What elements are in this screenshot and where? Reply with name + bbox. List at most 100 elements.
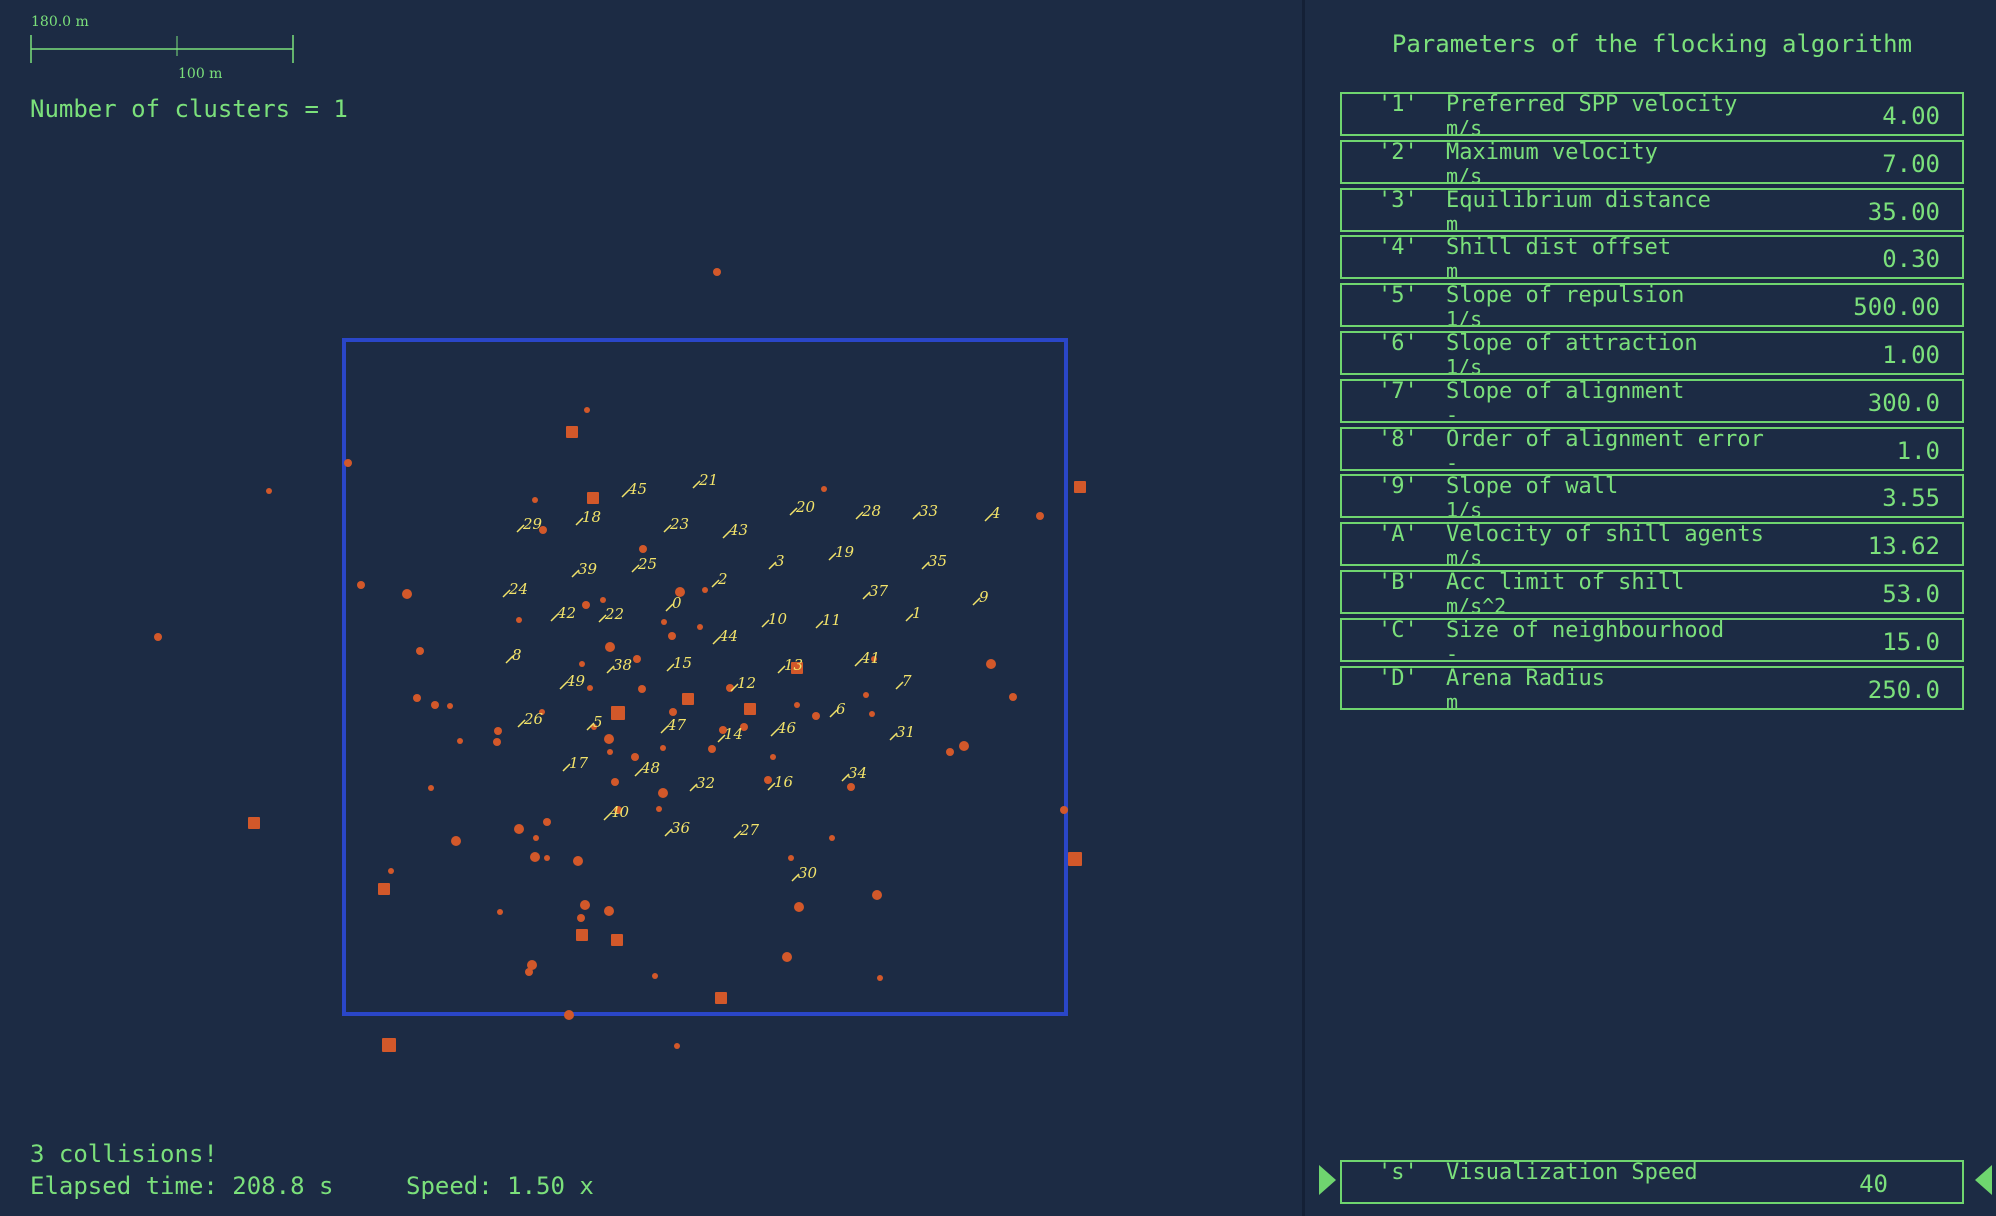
param-name: Size of neighbourhood <box>1446 617 1725 643</box>
flock-agent: 4 <box>984 504 1001 522</box>
param-unit: m/s <box>1446 116 1483 136</box>
param-row[interactable]: '1' Preferred SPP velocity m/s 4.00 <box>1340 92 1964 136</box>
obstacle-dot <box>154 633 162 641</box>
obstacle-dot <box>525 968 533 976</box>
param-key: '5' <box>1378 283 1418 309</box>
param-row[interactable]: '5' Slope of repulsion 1/s 500.00 <box>1340 283 1964 328</box>
flock-agent: 40 <box>603 803 630 821</box>
agent-label: 41 <box>860 649 880 667</box>
flock-agent: 30 <box>791 864 818 882</box>
obstacle-dot <box>604 906 614 916</box>
param-row[interactable]: 'B' Acc limit of shill m/s^2 53.0 <box>1340 570 1964 614</box>
param-name: Visualization Speed <box>1446 1160 1698 1185</box>
speed-decrease-arrow-icon[interactable] <box>1975 1165 1992 1195</box>
param-row[interactable]: 'D' Arena Radius m 250.0 <box>1340 665 1964 710</box>
agent-label: 24 <box>508 580 528 598</box>
visualization-speed-control[interactable]: 's' Visualization Speed 40 <box>1340 1160 1964 1204</box>
param-name: Preferred SPP velocity <box>1446 92 1738 117</box>
agent-label: 12 <box>737 674 756 692</box>
obstacle-dot <box>764 776 772 784</box>
param-key: '6' <box>1378 331 1418 356</box>
param-row[interactable]: 'A' Velocity of shill agents m/s 13.62 <box>1340 522 1964 567</box>
agent-label: 13 <box>784 656 803 674</box>
panel-title: Parameters of the flocking algorithm <box>1391 30 1913 58</box>
param-row[interactable]: '4' Shill dist offset m 0.30 <box>1340 235 1964 280</box>
agent-label: 34 <box>848 764 867 782</box>
param-unit: m/s <box>1446 163 1483 184</box>
param-key: 's' <box>1378 1160 1418 1185</box>
flock-agent: 16 <box>767 773 794 791</box>
obstacle-dot <box>674 1043 680 1049</box>
obstacle-dot <box>539 526 547 534</box>
param-key: 'C' <box>1378 617 1418 643</box>
obstacle-dot <box>514 824 524 834</box>
obstacle-dot <box>788 855 794 861</box>
flock-agent: 15 <box>666 654 692 672</box>
param-name: Acc limit of shill <box>1446 570 1685 595</box>
obstacle-dot <box>605 642 615 652</box>
obstacle-dot <box>715 992 727 1004</box>
agent-label: 45 <box>627 480 647 498</box>
flock-agent: 42 <box>550 604 576 622</box>
flock-agent: 19 <box>828 543 855 561</box>
param-row[interactable]: '9' Slope of wall 1/s 3.55 <box>1340 474 1964 519</box>
scale-bar-mid-label: 100 m <box>178 66 222 82</box>
agent-label: 10 <box>768 610 788 628</box>
param-unit: 1/s <box>1446 498 1483 519</box>
obstacle-dot <box>497 909 503 915</box>
flock-agent: 23 <box>663 515 689 533</box>
param-row[interactable]: '2' Maximum velocity m/s 7.00 <box>1340 139 1964 184</box>
param-row[interactable]: 'C' Size of neighbourhood - 15.0 <box>1340 617 1964 662</box>
obstacle-dot <box>611 706 625 720</box>
agent-label: 8 <box>512 646 522 664</box>
flock-agent: 45 <box>621 480 647 498</box>
param-key: '8' <box>1378 426 1418 452</box>
param-unit: - <box>1446 450 1459 471</box>
flock-agent: 6 <box>829 700 846 718</box>
speed-increase-arrow-icon[interactable] <box>1319 1165 1336 1195</box>
obstacle-dot <box>566 426 578 438</box>
obstacle-dot <box>656 806 662 812</box>
obstacle-dot <box>494 727 502 735</box>
agent-label: 25 <box>637 555 657 573</box>
obstacle-dot <box>794 902 804 912</box>
agent-label: 21 <box>698 471 718 489</box>
flock-agent: 8 <box>505 646 522 664</box>
param-row[interactable]: '8' Order of alignment error - 1.0 <box>1340 426 1964 471</box>
flock-agent: 29 <box>516 515 543 533</box>
param-row[interactable]: '7' Slope of alignment - 300.0 <box>1340 378 1964 423</box>
flock-agent: 20 <box>789 498 816 516</box>
param-unit: m <box>1446 689 1459 710</box>
param-value: 35.00 <box>1867 197 1940 226</box>
flock-agent: 26 <box>517 710 544 728</box>
param-key: 'B' <box>1378 570 1418 595</box>
param-name: Maximum velocity <box>1446 139 1658 165</box>
flock-agent: 49 <box>559 672 586 690</box>
simulation-view[interactable]: 180.0 m 100 m 45 21 29 18 23 43 20 28 33 4 39 25 3 19… <box>0 0 1302 1216</box>
param-value: 1.0 <box>1896 436 1940 465</box>
param-key: 'A' <box>1378 522 1418 548</box>
obstacle-dot <box>872 890 882 900</box>
obstacle-dot <box>577 914 585 922</box>
obstacle-dot <box>1009 693 1017 701</box>
agent-label: 11 <box>822 611 841 629</box>
obstacle-dot <box>668 632 676 640</box>
obstacle-dot <box>378 883 390 895</box>
obstacle-dot <box>877 975 883 981</box>
obstacle-dot <box>530 852 540 862</box>
agent-label: 15 <box>673 654 692 672</box>
obstacle-dot <box>660 745 666 751</box>
obstacle-dot <box>726 684 734 692</box>
obstacle-dot <box>946 748 954 756</box>
param-name: Shill dist offset <box>1446 235 1672 261</box>
param-row[interactable]: '3' Equilibrium distance m 35.00 <box>1340 187 1964 232</box>
agent-label: 39 <box>578 560 598 578</box>
param-name: Arena Radius <box>1446 665 1605 691</box>
param-row[interactable]: '6' Slope of attraction 1/s 1.00 <box>1340 331 1964 375</box>
obstacle-dot <box>658 788 668 798</box>
obstacle-dot <box>576 929 588 941</box>
agent-label: 48 <box>640 759 660 777</box>
agent-label: 26 <box>523 710 544 728</box>
obstacle-dot <box>357 581 365 589</box>
flock-agent: 32 <box>689 774 715 792</box>
